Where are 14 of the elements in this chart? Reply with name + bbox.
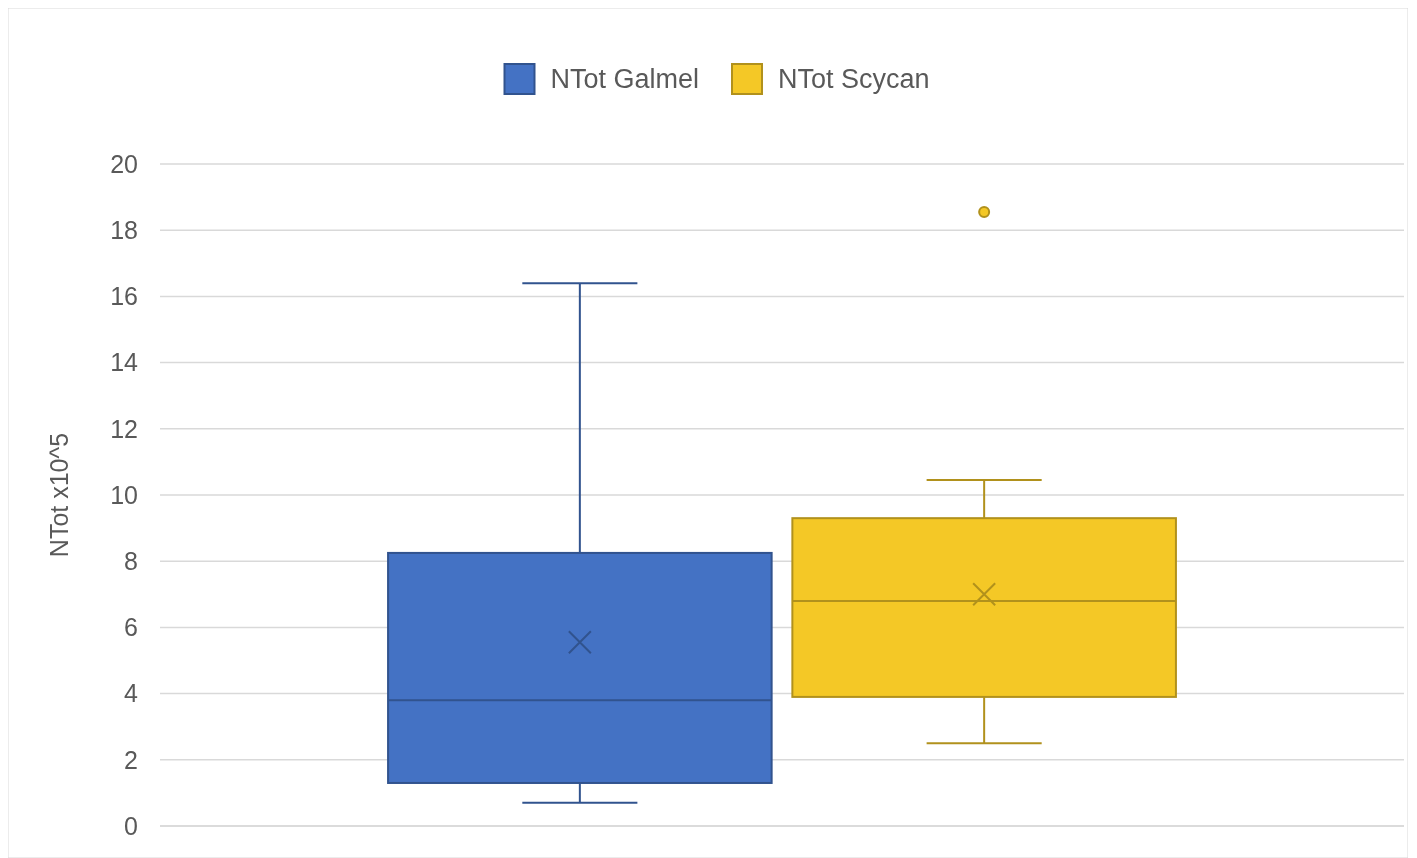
y-tick-label: 6: [124, 613, 138, 642]
y-tick-label: 16: [110, 282, 138, 311]
y-axis-title: NTot x10^5: [45, 432, 73, 558]
y-tick-label: 0: [124, 811, 138, 840]
legend-label: NTot Galmel: [550, 64, 700, 95]
y-tick-label: 4: [124, 679, 139, 708]
legend-label: NTot Scycan: [778, 64, 930, 95]
y-tick-label: 8: [124, 546, 138, 575]
y-tick-label: 10: [110, 480, 138, 509]
y-tick-label: 14: [110, 348, 139, 377]
y-tick-label: 18: [110, 215, 138, 244]
y-tick-label: 12: [110, 414, 138, 443]
y-tick-label: 2: [124, 745, 138, 774]
y-tick-label: 20: [110, 149, 138, 178]
